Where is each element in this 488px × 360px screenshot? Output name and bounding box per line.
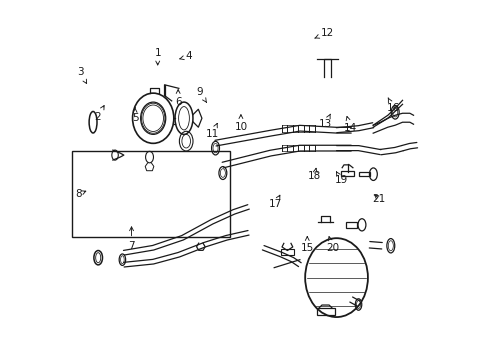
Text: 12: 12 (314, 28, 333, 38)
Text: 16: 16 (386, 98, 399, 113)
Text: 10: 10 (234, 115, 247, 132)
Text: 7: 7 (128, 227, 135, 251)
Text: 2: 2 (94, 105, 104, 122)
Text: 9: 9 (196, 87, 206, 102)
Bar (72, 151, 230, 237)
Text: 17: 17 (268, 195, 281, 210)
Text: 5: 5 (132, 108, 138, 123)
Text: 21: 21 (371, 194, 385, 204)
Text: 15: 15 (300, 237, 313, 253)
Text: 20: 20 (325, 237, 338, 253)
Text: 3: 3 (77, 67, 86, 84)
Text: 11: 11 (205, 123, 219, 139)
Text: 18: 18 (307, 168, 321, 181)
Text: 13: 13 (318, 114, 331, 129)
Text: 1: 1 (154, 48, 161, 65)
Text: 4: 4 (180, 51, 192, 61)
Text: 19: 19 (334, 172, 347, 185)
Text: 6: 6 (175, 90, 181, 107)
Text: 14: 14 (343, 116, 356, 133)
Text: 8: 8 (75, 189, 85, 199)
Bar (281, 249, 293, 255)
Bar (316, 308, 334, 315)
